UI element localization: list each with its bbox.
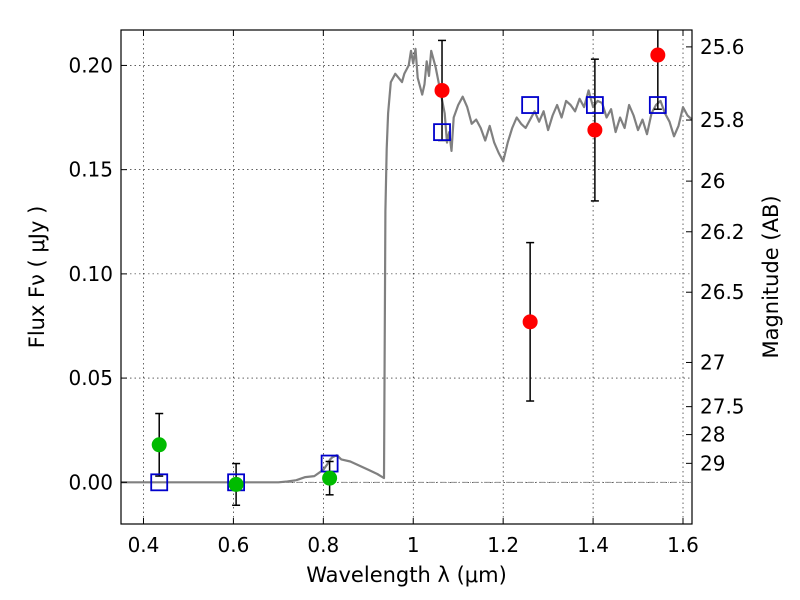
optical-point <box>322 470 338 486</box>
best-fit-square <box>585 96 604 114</box>
x-axis-ticks: 0.4 0.6 0.8 1 1.2 1.4 1.6 <box>128 30 699 557</box>
magnitude-axis-label: Magnitude (AB) <box>759 195 783 358</box>
grid <box>121 30 692 524</box>
best-fit-square <box>150 473 169 492</box>
mag-tick-label: 29 <box>700 451 725 475</box>
x-tick-label: 0.6 <box>217 533 249 557</box>
x-tick-label: 1.4 <box>577 533 609 557</box>
mag-tick-label: 25.6 <box>700 35 745 59</box>
x-tick-label: 1 <box>407 533 420 557</box>
mag-tick-label: 26.5 <box>700 280 745 304</box>
mag-tick-label: 27 <box>700 350 725 374</box>
detection-point <box>522 314 538 330</box>
x-tick-label: 1.2 <box>487 533 519 557</box>
mag-tick-label: 26.2 <box>700 220 745 244</box>
magnitude-axis-ticks: 25.6 25.8 26 26.2 26.5 27 27.5 28 29 <box>686 35 745 475</box>
best-fit-square <box>648 96 667 114</box>
detection-point <box>434 82 450 98</box>
observed-points <box>151 47 666 492</box>
plot-frame <box>120 29 693 525</box>
y-tick-label: 0.00 <box>68 470 113 494</box>
y-tick-label: 0.15 <box>68 158 113 182</box>
best-fit-square <box>433 123 451 142</box>
model-sed-line <box>121 47 693 484</box>
detection-point <box>587 122 603 138</box>
y-tick-label: 0.05 <box>68 366 113 390</box>
best-fit-square <box>521 96 540 114</box>
optical-point <box>228 476 244 492</box>
x-axis-label: Wavelength λ (μm) <box>306 563 507 587</box>
mag-tick-label: 28 <box>700 423 725 447</box>
optical-point <box>151 437 167 453</box>
x-tick-label: 0.4 <box>128 533 160 557</box>
mag-tick-label: 26 <box>700 169 725 193</box>
best-fit-squares <box>150 96 667 492</box>
y-axis-ticks: 0.00 0.05 0.10 0.15 0.20 <box>68 53 127 494</box>
mag-tick-label: 25.8 <box>700 108 745 132</box>
y-axis-label: Flux Fν ( μJy ) <box>25 206 49 349</box>
x-tick-label: 1.6 <box>667 533 699 557</box>
x-tick-label: 0.8 <box>307 533 339 557</box>
y-tick-label: 0.10 <box>68 262 113 286</box>
mag-tick-label: 27.5 <box>700 395 745 419</box>
y-tick-label: 0.20 <box>68 53 113 77</box>
detection-point <box>650 47 666 63</box>
